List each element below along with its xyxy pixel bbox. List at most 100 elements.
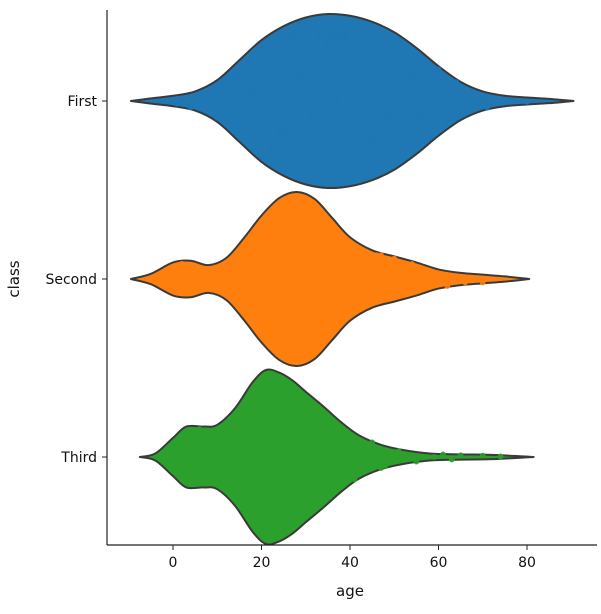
point-first-12 [271,47,278,53]
point-second-16 [232,265,238,272]
point-third-48 [364,450,371,457]
x-ticks-layer: 0 20 40 60 80 [169,545,536,571]
violins-layer [129,12,575,546]
point-first-41 [435,66,442,73]
point-third-36 [311,424,318,431]
point-second-30 [294,346,300,352]
point-first-36 [400,86,407,93]
point-second-24 [267,224,274,231]
point-second-41 [342,287,349,294]
point-second-34 [311,207,318,213]
point-third-1 [173,463,180,470]
point-third-32 [294,490,300,497]
point-third-49 [369,439,376,446]
point-second-12 [201,283,207,290]
point-third-34 [302,452,309,459]
point-first-37 [409,76,415,83]
point-first-35 [395,99,402,106]
point-third-21 [245,463,252,470]
point-first-16 [298,72,305,79]
point-second-32 [302,297,309,304]
y-ticks-layer: First Second Third [45,94,107,466]
point-third-6 [183,476,190,482]
point-first-47 [524,98,530,105]
point-third-4 [178,463,185,470]
point-first-3 [218,99,225,106]
point-first-29 [369,139,376,145]
point-first-14 [280,125,287,132]
point-first-13 [276,129,283,136]
point-second-56 [422,266,429,273]
point-third-29 [280,469,287,476]
point-third-13 [209,436,216,443]
point-second-25 [271,302,278,308]
point-first-30 [373,157,380,164]
point-third-39 [324,481,331,487]
point-second-53 [400,290,407,296]
point-third-44 [347,453,353,459]
point-second-37 [324,333,331,340]
x-tick-label-80: 80 [518,555,536,571]
axes-layer [106,10,597,546]
point-third-10 [196,426,203,433]
x-axis-label: age [336,582,364,600]
point-second-39 [333,249,340,256]
point-third-52 [391,455,398,462]
point-first-22 [329,32,336,39]
violin-third [138,368,535,546]
point-third-42 [338,438,345,445]
point-third-60 [497,453,504,460]
point-first-17 [302,66,309,73]
point-first-31 [378,86,384,93]
point-first-23 [333,96,340,103]
point-third-40 [329,421,336,428]
point-first-21 [324,41,331,48]
point-third-56 [440,451,446,458]
point-first-18 [307,114,314,121]
point-first-20 [316,33,322,40]
point-first-33 [386,113,393,120]
point-third-54 [413,458,420,465]
point-first-19 [311,172,318,179]
point-second-60 [479,279,486,286]
point-first-46 [484,104,491,111]
x-tick-label-60: 60 [430,555,448,571]
y-tick-label-third: Third [60,450,97,466]
point-third-43 [342,434,349,441]
point-second-44 [355,269,362,276]
point-second-19 [245,264,252,270]
point-third-45 [351,476,358,483]
point-second-51 [391,255,398,262]
point-third-15 [214,432,221,439]
point-third-31 [289,403,296,410]
point-second-35 [316,299,322,306]
point-second-31 [298,319,305,326]
point-second-33 [307,253,314,259]
point-first-40 [426,134,433,141]
swarm-points-layer [171,32,530,527]
point-third-9 [192,471,199,478]
point-third-5 [178,437,185,444]
point-third-33 [298,400,305,407]
point-second-50 [382,281,389,288]
point-first-34 [391,107,398,114]
point-first-45 [479,96,486,102]
point-third-30 [285,520,291,527]
point-second-47 [369,298,376,305]
point-first-26 [347,163,353,169]
point-first-43 [453,79,460,86]
point-third-58 [457,452,464,459]
point-third-8 [187,439,194,446]
point-second-27 [280,300,287,307]
y-tick-label-first: First [68,94,98,110]
point-second-18 [240,275,247,282]
point-third-59 [479,452,486,459]
point-second-52 [395,282,402,289]
point-first-4 [232,72,238,79]
point-third-18 [232,443,238,450]
point-second-11 [196,272,203,279]
point-second-20 [249,244,256,250]
point-second-43 [351,283,358,290]
